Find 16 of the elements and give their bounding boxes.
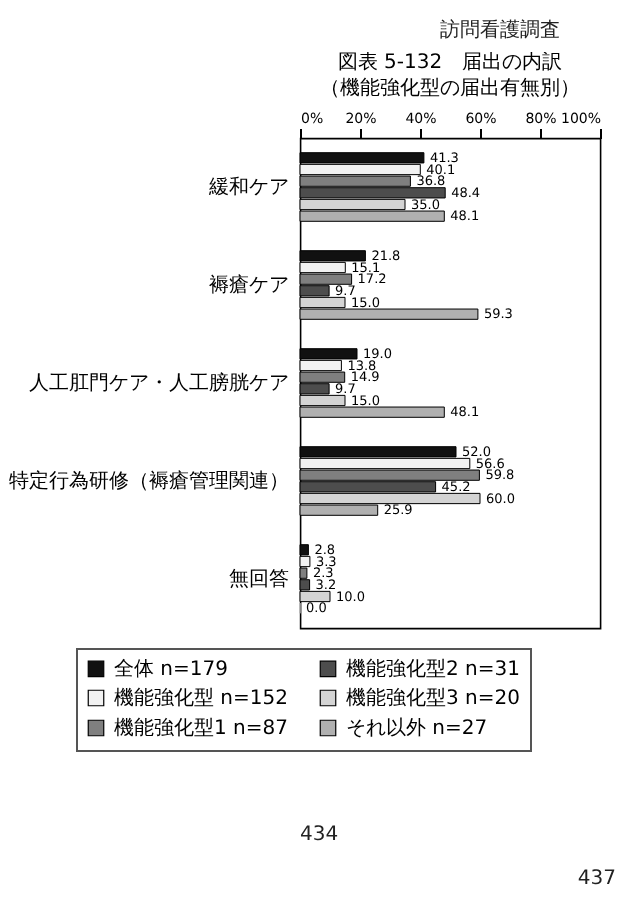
- text: 434: [300, 824, 339, 846]
- text: 訪問看護調査: [440, 17, 560, 44]
- legend-label: それ以外 n=27: [346, 716, 488, 740]
- legend-label: 機能強化型2 n=31: [346, 656, 520, 681]
- text: 437: [577, 868, 616, 890]
- chart-title: 図表 5-132 届出の内訳: [337, 50, 563, 74]
- chart-subtitle: （機能強化型の届出有無別）: [320, 76, 580, 100]
- y-tick-label: 人工肛門ケア・人工膀胱ケア: [29, 371, 289, 395]
- legend-label: 機能強化型1 n=87: [114, 716, 288, 740]
- y-tick-label: 褥瘡ケア: [209, 273, 289, 297]
- y-tick-label: 無回答: [229, 567, 289, 591]
- legend-label: 機能強化型3 n=20: [346, 686, 520, 710]
- y-tick-label: 緩和ケア: [207, 175, 289, 199]
- legend-label: 全体 n=179: [114, 656, 228, 681]
- y-tick-label: 特定行為研修（褥瘡管理関連）: [9, 469, 289, 493]
- legend-label: 機能強化型 n=152: [114, 686, 288, 710]
